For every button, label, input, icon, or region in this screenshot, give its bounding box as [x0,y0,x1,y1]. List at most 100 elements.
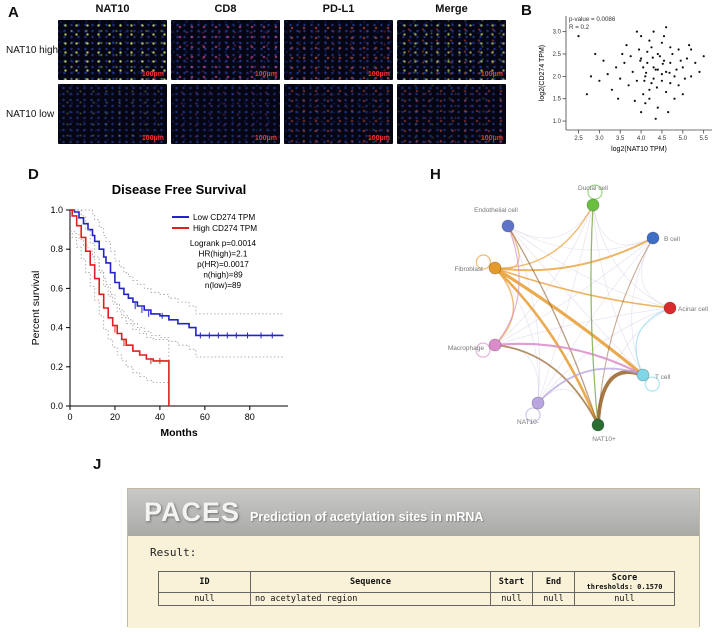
svg-text:NAT10-: NAT10- [517,419,539,426]
svg-text:5.0: 5.0 [679,136,688,142]
svg-text:60: 60 [200,412,210,422]
paces-subtitle: Prediction of acetylation sites in mRNA [250,510,484,524]
row-label-nat10-high: NAT10 high [6,44,59,56]
correlation-scatter-plot: 2.5 3.0 3.5 4.0 4.5 5.0 5.5 1.0 1.5 2.0 2.5 3.0 p-va… [539,16,712,153]
svg-text:NAT10+: NAT10+ [592,436,616,443]
svg-text:1.0: 1.0 [553,119,562,125]
kaplan-meier-plot: 0 20 40 60 80 0.0 0.2 0.4 0.6 0.8 1.0 Disease Free … [30,182,288,439]
svg-text:0.4: 0.4 [50,323,63,333]
micrograph-high-cd8: 100μm [171,20,280,80]
microscopy-row-labels: NAT10 high NAT10 low [0,20,59,148]
svg-text:Macrophage: Macrophage [448,345,485,352]
row-label-nat10-low: NAT10 low [6,108,55,120]
svg-text:80: 80 [245,412,255,422]
scale-bar-label: 100μm [480,71,503,78]
svg-text:1.0: 1.0 [50,205,63,215]
micrograph-high-nat10: 100μm [58,20,167,80]
scale-bar-label: 100μm [141,71,164,78]
scale-bar-label: 100μm [141,135,164,142]
scale-bar-label: 100μm [367,135,390,142]
micrograph-low-merge: 100μm [397,84,506,144]
svg-text:3.0: 3.0 [553,30,562,36]
panel-label-d: D [28,166,39,183]
scale-bar-label: 100μm [254,135,277,142]
micrograph-low-nat10: 100μm [58,84,167,144]
cell-sequence: no acetylated region [250,592,491,606]
table-row: null no acetylated region null null null [158,592,675,606]
paces-result-section: Result: ID Sequence Start End Score [128,536,699,628]
svg-text:n(low)=89: n(low)=89 [205,281,242,290]
result-heading: Result: [150,546,197,559]
svg-text:T cell: T cell [655,374,671,381]
table-header-row: ID Sequence Start End Score thresholds: … [158,571,675,593]
svg-text:R = 0.2: R = 0.2 [569,24,590,31]
panel-label-a: A [8,4,19,21]
svg-text:Low CD274 TPM: Low CD274 TPM [193,213,255,222]
micrograph-low-cd8: 100μm [171,84,280,144]
svg-text:Logrank p=0.0014: Logrank p=0.0014 [190,239,257,248]
header-score-title: Score [611,573,638,583]
svg-text:0.8: 0.8 [50,244,63,254]
paces-header: PACES Prediction of acetylation sites in… [128,489,699,536]
micrograph-low-pdl1: 100μm [284,84,393,144]
scale-bar-label: 100μm [480,135,503,142]
microscopy-column-headers: NAT10 CD8 PD-L1 Merge [58,3,506,15]
micrograph-grid: 100μm 100μm 100μm 100μm 100μm 100μm 100μ… [58,20,506,144]
column-header-nat10: NAT10 [95,3,130,15]
svg-text:Endothelial cell: Endothelial cell [474,207,518,214]
svg-text:20: 20 [110,412,120,422]
svg-text:2.0: 2.0 [553,74,562,80]
cell-start: null [490,592,533,606]
svg-text:2.5: 2.5 [553,52,562,58]
cell-communication-network: Ductal cell Endothelial cell B cell Fibrobl… [448,184,709,443]
svg-text:0: 0 [67,412,72,422]
cell-id: null [158,592,251,606]
svg-text:40: 40 [155,412,165,422]
svg-text:Months: Months [160,427,197,439]
panel-label-b: B [521,2,532,19]
svg-text:HR(high)=2.1: HR(high)=2.1 [199,250,248,259]
scale-bar-label: 100μm [367,71,390,78]
column-header-merge: Merge [435,3,468,15]
panel-label-h: H [430,166,441,183]
cell-score: null [574,592,675,606]
micrograph-high-merge: 100μm [397,20,506,80]
svg-text:Acinar cell: Acinar cell [678,306,709,313]
svg-text:0.0: 0.0 [50,401,63,411]
header-score-threshold: thresholds: 0.1570 [586,583,663,591]
svg-text:3.5: 3.5 [616,136,625,142]
header-start: Start [490,571,533,593]
svg-text:Disease Free Survival: Disease Free Survival [112,182,246,197]
panel-label-j: J [93,456,102,473]
svg-text:1.5: 1.5 [553,97,562,103]
micrograph-high-pdl1: 100μm [284,20,393,80]
header-score: Score thresholds: 0.1570 [574,571,675,593]
paces-result-table: ID Sequence Start End Score thresholds: … [158,571,675,606]
svg-text:p-value = 0.0086: p-value = 0.0086 [569,16,616,23]
column-header-cd8: CD8 [214,3,237,15]
column-header-pdl1: PD-L1 [322,3,355,15]
header-id: ID [158,571,251,593]
svg-text:5.5: 5.5 [699,136,708,142]
svg-text:4.5: 4.5 [658,136,667,142]
header-end: End [532,571,575,593]
svg-text:p(HR)=0.0017: p(HR)=0.0017 [197,260,249,269]
svg-text:4.0: 4.0 [637,136,646,142]
svg-text:High CD274 TPM: High CD274 TPM [193,224,257,233]
svg-text:n(high)=89: n(high)=89 [203,271,243,280]
paces-logo: PACES [144,497,241,527]
svg-text:log2(CD274 TPM): log2(CD274 TPM) [539,45,546,101]
svg-text:B cell: B cell [664,236,680,243]
svg-text:Fibroblast: Fibroblast [454,266,483,273]
svg-text:3.0: 3.0 [595,136,604,142]
scale-bar-label: 100μm [254,71,277,78]
svg-text:2.5: 2.5 [574,136,583,142]
header-sequence: Sequence [250,571,491,593]
paces-window: PACES Prediction of acetylation sites in… [127,488,700,628]
svg-text:0.2: 0.2 [50,362,63,372]
svg-text:Ductal cell: Ductal cell [578,185,609,192]
cell-end: null [532,592,575,606]
svg-text:Percent survival: Percent survival [30,271,42,346]
svg-text:0.6: 0.6 [50,283,63,293]
